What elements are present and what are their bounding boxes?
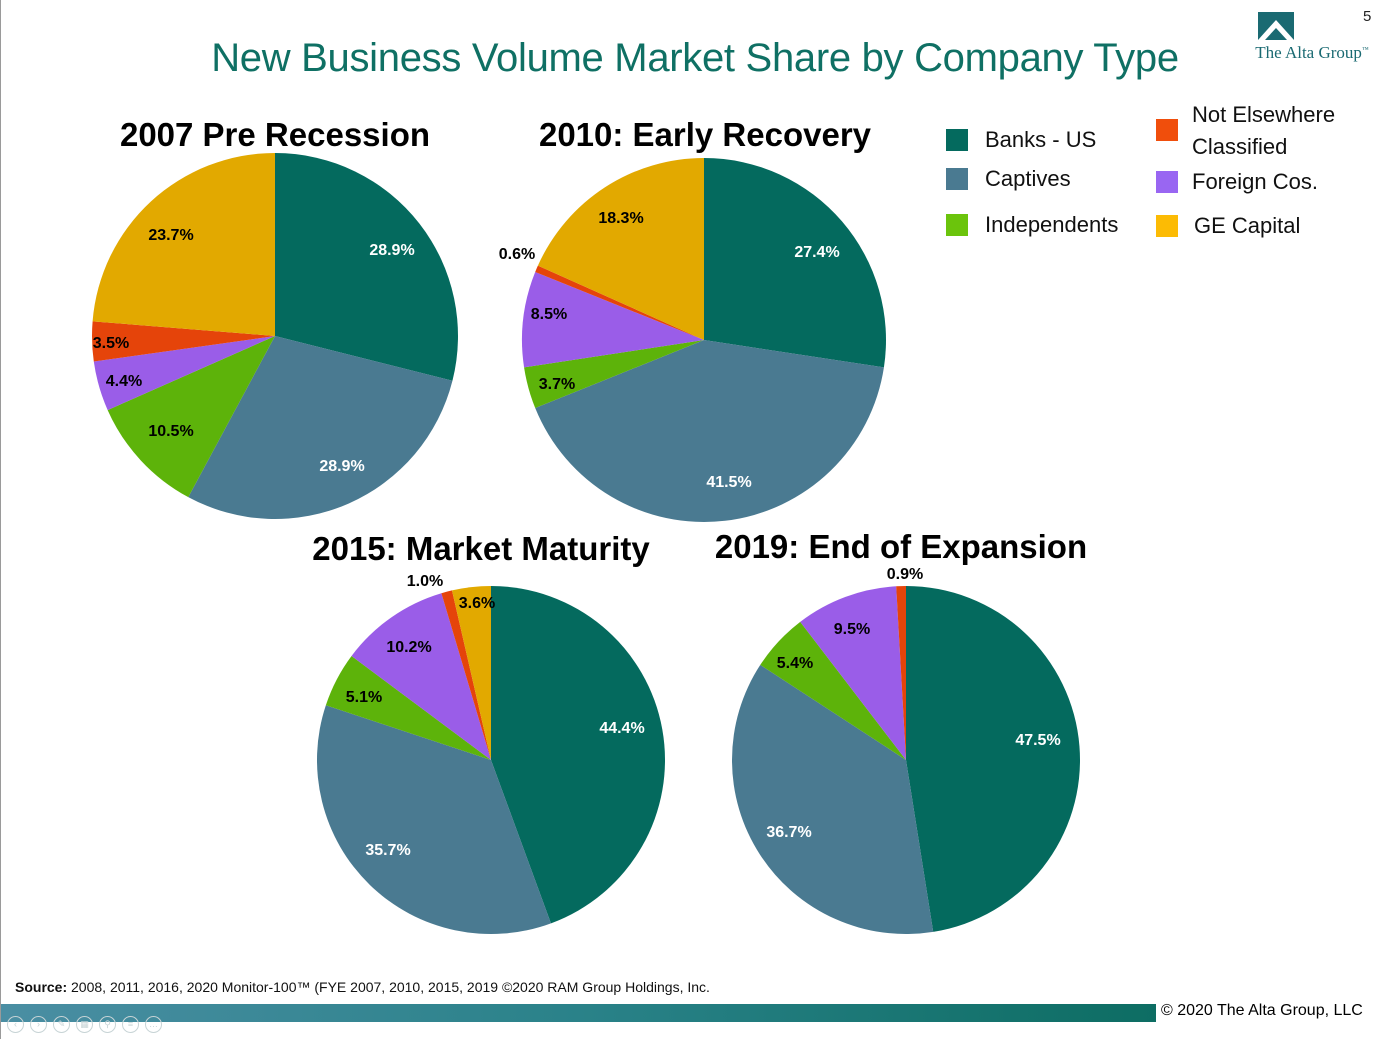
- data-label-foreign-cos-: 10.2%: [386, 639, 431, 656]
- source-label: Source:: [15, 979, 68, 995]
- data-label-captives: 28.9%: [319, 458, 364, 475]
- pie-slice-captives: [732, 664, 934, 934]
- logo-mark-icon: [1258, 12, 1294, 40]
- legend-item-banks-us: Banks - US: [946, 127, 1096, 156]
- legend-label: Foreign Cos.: [1192, 169, 1318, 194]
- pie-slice-banks-us: [275, 153, 458, 381]
- chart-title-2019: 2019: End of Expansion: [714, 528, 1088, 565]
- slide-title: New Business Volume Market Share by Comp…: [211, 36, 1179, 80]
- pie-slice-independents: [524, 340, 704, 409]
- pie-slice-foreign-cos-: [351, 593, 491, 760]
- legend-label: Banks - US: [985, 127, 1097, 152]
- legend-swatch: [1156, 119, 1178, 141]
- data-label-banks-us: 47.5%: [1015, 732, 1060, 749]
- pie-slice-not-elsewhere-classified: [896, 586, 906, 760]
- pie-slice-independents: [760, 621, 906, 760]
- data-label-not-elsewhere-classified: 0.6%: [499, 246, 535, 263]
- data-label-captives: 36.7%: [766, 824, 811, 841]
- pie-slice-banks-us: [906, 586, 1081, 932]
- data-label-independents: 10.5%: [148, 423, 193, 440]
- data-label-captives: 41.5%: [706, 474, 751, 491]
- legend-label: Independents: [985, 212, 1119, 237]
- pie-slice-not-elsewhere-classified: [535, 265, 704, 340]
- data-label-independents: 5.1%: [346, 689, 382, 706]
- pie-slice-independents: [107, 336, 275, 498]
- legend-item-captives: Captives: [946, 166, 1071, 195]
- data-label-banks-us: 28.9%: [369, 242, 414, 259]
- slideshow-nav: ‹ › ✎ ▦ ⚲ ≡ …: [7, 1016, 162, 1033]
- data-label-ge-capital: 18.3%: [598, 210, 643, 227]
- legend-swatch: [1156, 171, 1178, 193]
- data-label-ge-capital: 23.7%: [148, 227, 193, 244]
- data-label-independents: 3.7%: [539, 376, 575, 393]
- pie-slice-captives: [535, 340, 884, 523]
- pie-slice-foreign-cos-: [522, 271, 704, 368]
- pie-slice-captives: [316, 705, 551, 934]
- forward-icon[interactable]: ›: [30, 1016, 47, 1033]
- legend-swatch: [1156, 215, 1178, 237]
- chart-title-2015: 2015: Market Maturity: [312, 530, 650, 567]
- data-label-foreign-cos-: 8.5%: [531, 306, 567, 323]
- pie-slice-ge-capital: [451, 586, 491, 760]
- data-label-captives: 35.7%: [365, 842, 410, 859]
- data-label-banks-us: 27.4%: [794, 244, 839, 261]
- slides-icon[interactable]: ▦: [76, 1016, 93, 1033]
- data-label-ge-capital: 3.6%: [459, 595, 495, 612]
- data-label-not-elsewhere-classified: 1.0%: [407, 573, 443, 590]
- legend-item-ge-capital: GE Capital: [1156, 213, 1300, 242]
- pie-slice-independents: [325, 655, 491, 760]
- source-note: Source: 2008, 2011, 2016, 2020 Monitor-1…: [15, 979, 710, 995]
- data-label-foreign-cos-: 9.5%: [834, 621, 870, 638]
- back-icon[interactable]: ‹: [7, 1016, 24, 1033]
- pie-slice-ge-capital: [537, 158, 704, 340]
- data-label-banks-us: 44.4%: [599, 720, 644, 737]
- legend-label: Captives: [985, 166, 1071, 191]
- copyright: © 2020 The Alta Group, LLC: [1161, 1002, 1363, 1019]
- more-icon[interactable]: …: [145, 1016, 162, 1033]
- legend-label: Not Elsewhere Classified: [1192, 102, 1336, 159]
- legend-item-not-elsewhere-classified: Not Elsewhere Classified: [1156, 102, 1372, 163]
- legend-item-independents: Independents: [946, 212, 1118, 241]
- zoom-icon[interactable]: ⚲: [99, 1016, 116, 1033]
- page-number: 5: [1363, 8, 1372, 25]
- legend-label: GE Capital: [1194, 213, 1301, 238]
- data-label-not-elsewhere-classified: 3.5%: [93, 335, 129, 352]
- pen-icon[interactable]: ✎: [53, 1016, 70, 1033]
- data-label-not-elsewhere-classified: 0.9%: [887, 566, 923, 583]
- legend-swatch: [946, 168, 968, 190]
- pie-slice-banks-us: [491, 586, 666, 924]
- menu-icon[interactable]: ≡: [122, 1016, 139, 1033]
- pie-slice-foreign-cos-: [93, 336, 275, 411]
- source-text: 2008, 2011, 2016, 2020 Monitor-100™ (FYE…: [67, 979, 710, 995]
- chart-title-2007: 2007 Pre Recession: [119, 116, 431, 153]
- legend-item-foreign-cos: Foreign Cos.: [1156, 169, 1318, 198]
- pie-slice-captives: [188, 336, 453, 519]
- pie-slice-foreign-cos-: [800, 586, 906, 760]
- chart-title-2010: 2010: Early Recovery: [538, 116, 872, 153]
- footer-bar: [1, 1004, 1156, 1022]
- legend-swatch: [946, 214, 968, 236]
- legend-swatch: [946, 129, 968, 151]
- pie-slice-not-elsewhere-classified: [91, 321, 275, 362]
- data-label-independents: 5.4%: [777, 655, 813, 672]
- pie-slice-not-elsewhere-classified: [441, 590, 491, 760]
- pie-slice-ge-capital: [92, 153, 276, 336]
- alta-group-logo: The Alta Group™: [1245, 10, 1379, 70]
- data-label-foreign-cos-: 4.4%: [106, 373, 142, 390]
- pie-slice-banks-us: [704, 158, 886, 368]
- logo-text: The Alta Group™: [1255, 43, 1369, 62]
